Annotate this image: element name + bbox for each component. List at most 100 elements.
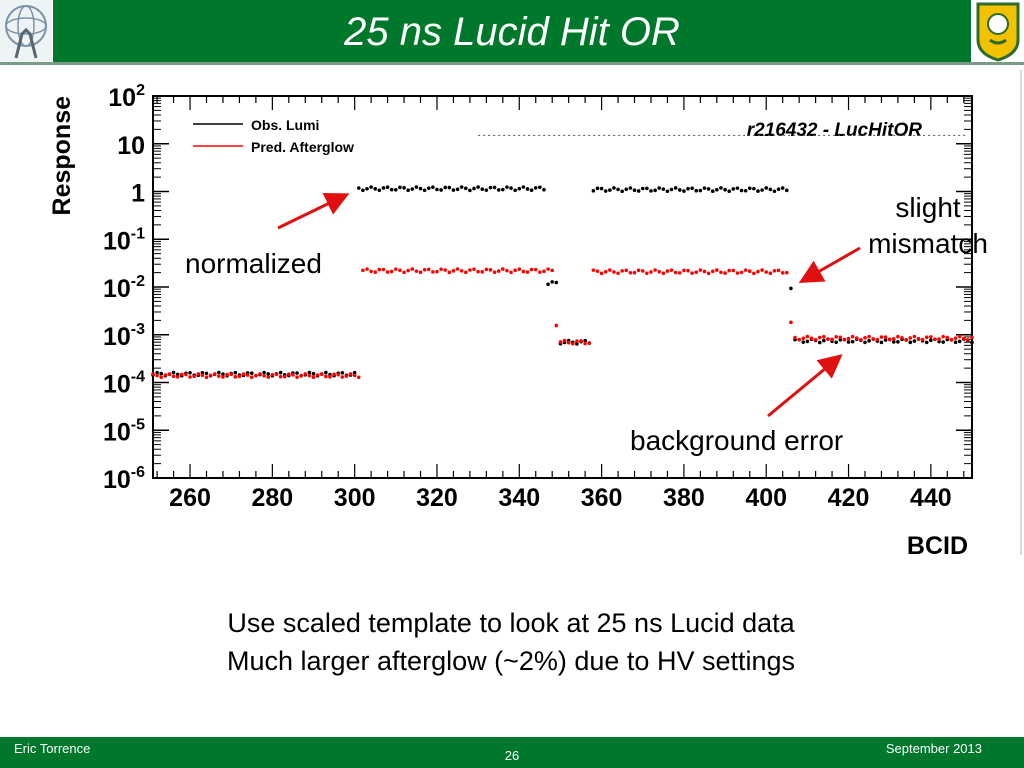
data-point <box>459 269 464 273</box>
data-point <box>480 187 485 191</box>
data-point <box>896 334 900 339</box>
data-point <box>961 336 966 341</box>
data-point <box>163 373 168 377</box>
data-point <box>550 268 555 273</box>
data-point <box>377 267 382 272</box>
data-point <box>505 268 509 273</box>
data-point <box>620 189 624 194</box>
data-point <box>595 186 600 191</box>
data-point <box>776 268 781 273</box>
data-point <box>686 268 690 273</box>
data-point <box>406 188 410 192</box>
data-point <box>196 372 201 376</box>
x-tick-label: 440 <box>910 484 952 512</box>
data-point <box>217 374 221 378</box>
data-point <box>599 271 604 276</box>
data-point <box>542 269 546 274</box>
title-band <box>53 0 971 62</box>
data-point <box>492 270 497 275</box>
data-point <box>451 269 456 273</box>
data-point <box>649 270 653 274</box>
data-point <box>291 373 295 377</box>
data-point <box>418 186 423 191</box>
data-point <box>850 339 855 344</box>
data-point <box>319 372 324 376</box>
x-tick-label: 360 <box>581 484 623 512</box>
y-tick-label: 10-1 <box>103 225 145 255</box>
data-point <box>151 372 155 376</box>
data-point <box>270 372 275 377</box>
data-point <box>628 186 633 190</box>
data-point <box>406 268 410 273</box>
data-point <box>389 187 394 192</box>
data-point <box>398 268 402 273</box>
data-point <box>723 271 727 275</box>
data-point <box>719 270 723 275</box>
data-point <box>521 185 526 189</box>
data-point <box>295 375 299 379</box>
data-point <box>739 270 744 275</box>
data-point <box>834 340 838 345</box>
data-point <box>599 186 604 191</box>
data-point <box>817 335 822 340</box>
data-point <box>459 185 464 189</box>
data-point <box>566 340 571 345</box>
annotation-slight-line1: slight <box>895 192 961 223</box>
x-tick-label: 340 <box>498 484 540 512</box>
data-point <box>846 340 851 344</box>
data-point <box>171 374 176 379</box>
data-point <box>764 270 769 274</box>
data-point <box>842 337 847 342</box>
data-point <box>385 185 390 190</box>
data-point <box>682 189 686 193</box>
x-tick-label: 400 <box>745 484 787 512</box>
data-point <box>431 270 435 274</box>
data-point <box>241 372 246 376</box>
data-point <box>340 375 345 379</box>
data-point <box>908 340 913 345</box>
data-point <box>373 270 378 274</box>
data-point <box>533 186 538 190</box>
data-point <box>505 185 509 189</box>
data-point <box>908 336 913 340</box>
data-point <box>295 371 299 375</box>
data-point <box>838 335 843 340</box>
data-point <box>698 188 703 193</box>
data-point <box>426 186 431 191</box>
data-point <box>171 370 176 375</box>
data-point <box>159 371 164 376</box>
data-point <box>463 270 468 275</box>
data-point <box>521 269 526 274</box>
data-point <box>155 370 159 375</box>
data-point <box>661 271 666 276</box>
data-point <box>525 270 530 274</box>
data-point <box>620 269 624 273</box>
data-point <box>780 186 785 190</box>
title-rule <box>0 62 1024 65</box>
data-point <box>912 334 917 339</box>
data-point <box>484 267 489 272</box>
y-tick-label: 10-5 <box>103 416 145 446</box>
data-point <box>369 185 373 189</box>
data-point <box>245 373 250 377</box>
data-point <box>204 371 209 376</box>
data-point <box>583 338 587 343</box>
chart-title: r216432 - LucHitOR <box>747 120 923 141</box>
data-point <box>443 268 448 272</box>
y-tick-label: 10 <box>117 132 145 160</box>
data-point <box>805 334 810 339</box>
data-point <box>435 269 439 274</box>
data-point <box>394 267 398 271</box>
data-point <box>789 320 793 325</box>
data-point <box>468 188 472 193</box>
data-point <box>451 188 456 192</box>
data-point <box>591 268 596 272</box>
x-tick-label: 380 <box>663 484 705 512</box>
data-point <box>562 338 567 343</box>
data-point <box>266 372 271 376</box>
data-point <box>673 270 678 275</box>
data-point <box>710 189 715 193</box>
data-point <box>929 335 933 339</box>
data-point <box>476 185 480 189</box>
data-point <box>628 270 633 275</box>
